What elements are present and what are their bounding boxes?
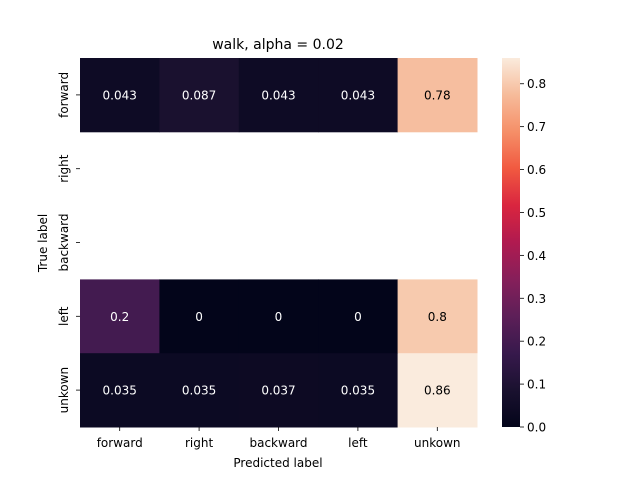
y-axis-label: True label (36, 214, 50, 273)
cell-value-label: 0.037 (261, 384, 295, 398)
heatmap-cell (80, 353, 160, 428)
x-tick-label: unkown (414, 436, 461, 450)
cell-value-label: 0.035 (341, 384, 375, 398)
y-tick-label: backward (57, 213, 71, 271)
colorbar-tick-label: 0.2 (527, 335, 546, 349)
cell-value-label: 0.087 (182, 88, 216, 102)
colorbar-tick-label: 0.1 (527, 378, 546, 392)
heatmap-cell (318, 353, 399, 428)
y-tick-label: unkown (57, 367, 71, 414)
chart-title: walk, alpha = 0.02 (212, 37, 344, 53)
heatmap-cell (238, 279, 319, 354)
heatmap-cell (397, 58, 478, 133)
y-tick-label: right (57, 154, 71, 182)
colorbar-tick-label: 0.6 (527, 163, 546, 177)
colorbar-gradient (502, 58, 520, 427)
colorbar-tick-label: 0.4 (527, 249, 546, 263)
x-tick-label: left (348, 436, 368, 450)
y-tick-label: left (57, 306, 71, 326)
heatmap-cell (397, 279, 478, 354)
heatmap-cell (159, 58, 240, 133)
heatmap-cell (397, 353, 478, 428)
y-axis: forward right backward left unkown (57, 72, 80, 413)
cell-value-label: 0.035 (182, 384, 216, 398)
colorbar-tick-label: 0.0 (527, 421, 546, 435)
cell-value-label: 0.2 (110, 310, 129, 324)
x-axis: forward right backward left unkown (97, 427, 461, 450)
heatmap-cell (318, 279, 399, 354)
x-axis-label: Predicted label (233, 456, 322, 470)
x-tick-label: backward (249, 436, 307, 450)
heatmap-cells: 0.043 0.087 0.043 0.043 0.78 0.2 0 0 0 0.8 0.035 0.… (80, 58, 478, 428)
heatmap-cell (159, 353, 240, 428)
cell-value-label: 0.043 (341, 88, 375, 102)
cell-value-label: 0.78 (424, 88, 451, 102)
x-tick-label: right (185, 436, 213, 450)
colorbar-tick-label: 0.3 (527, 292, 546, 306)
heatmap-cell (80, 58, 160, 133)
cell-value-label: 0.043 (103, 88, 137, 102)
cell-value-label: 0 (354, 310, 362, 324)
heatmap-cell (159, 279, 240, 354)
heatmap-cell (80, 279, 160, 354)
cell-value-label: 0.035 (103, 384, 137, 398)
colorbar: 0.0 0.1 0.2 0.3 0.4 0.5 0.6 0.7 0.8 (502, 58, 546, 435)
cell-value-label: 0 (275, 310, 283, 324)
y-tick-label: forward (57, 72, 71, 118)
cell-value-label: 0.86 (424, 384, 451, 398)
colorbar-tick-label: 0.8 (527, 77, 546, 91)
cell-value-label: 0.043 (261, 88, 295, 102)
colorbar-tick-label: 0.5 (527, 206, 546, 220)
cell-value-label: 0.8 (428, 310, 447, 324)
heatmap-cell (318, 58, 399, 133)
heatmap-cell (238, 58, 319, 133)
cell-value-label: 0 (195, 310, 203, 324)
x-tick-label: forward (97, 436, 143, 450)
heatmap-cell (238, 353, 319, 428)
colorbar-tick-label: 0.7 (527, 120, 546, 134)
